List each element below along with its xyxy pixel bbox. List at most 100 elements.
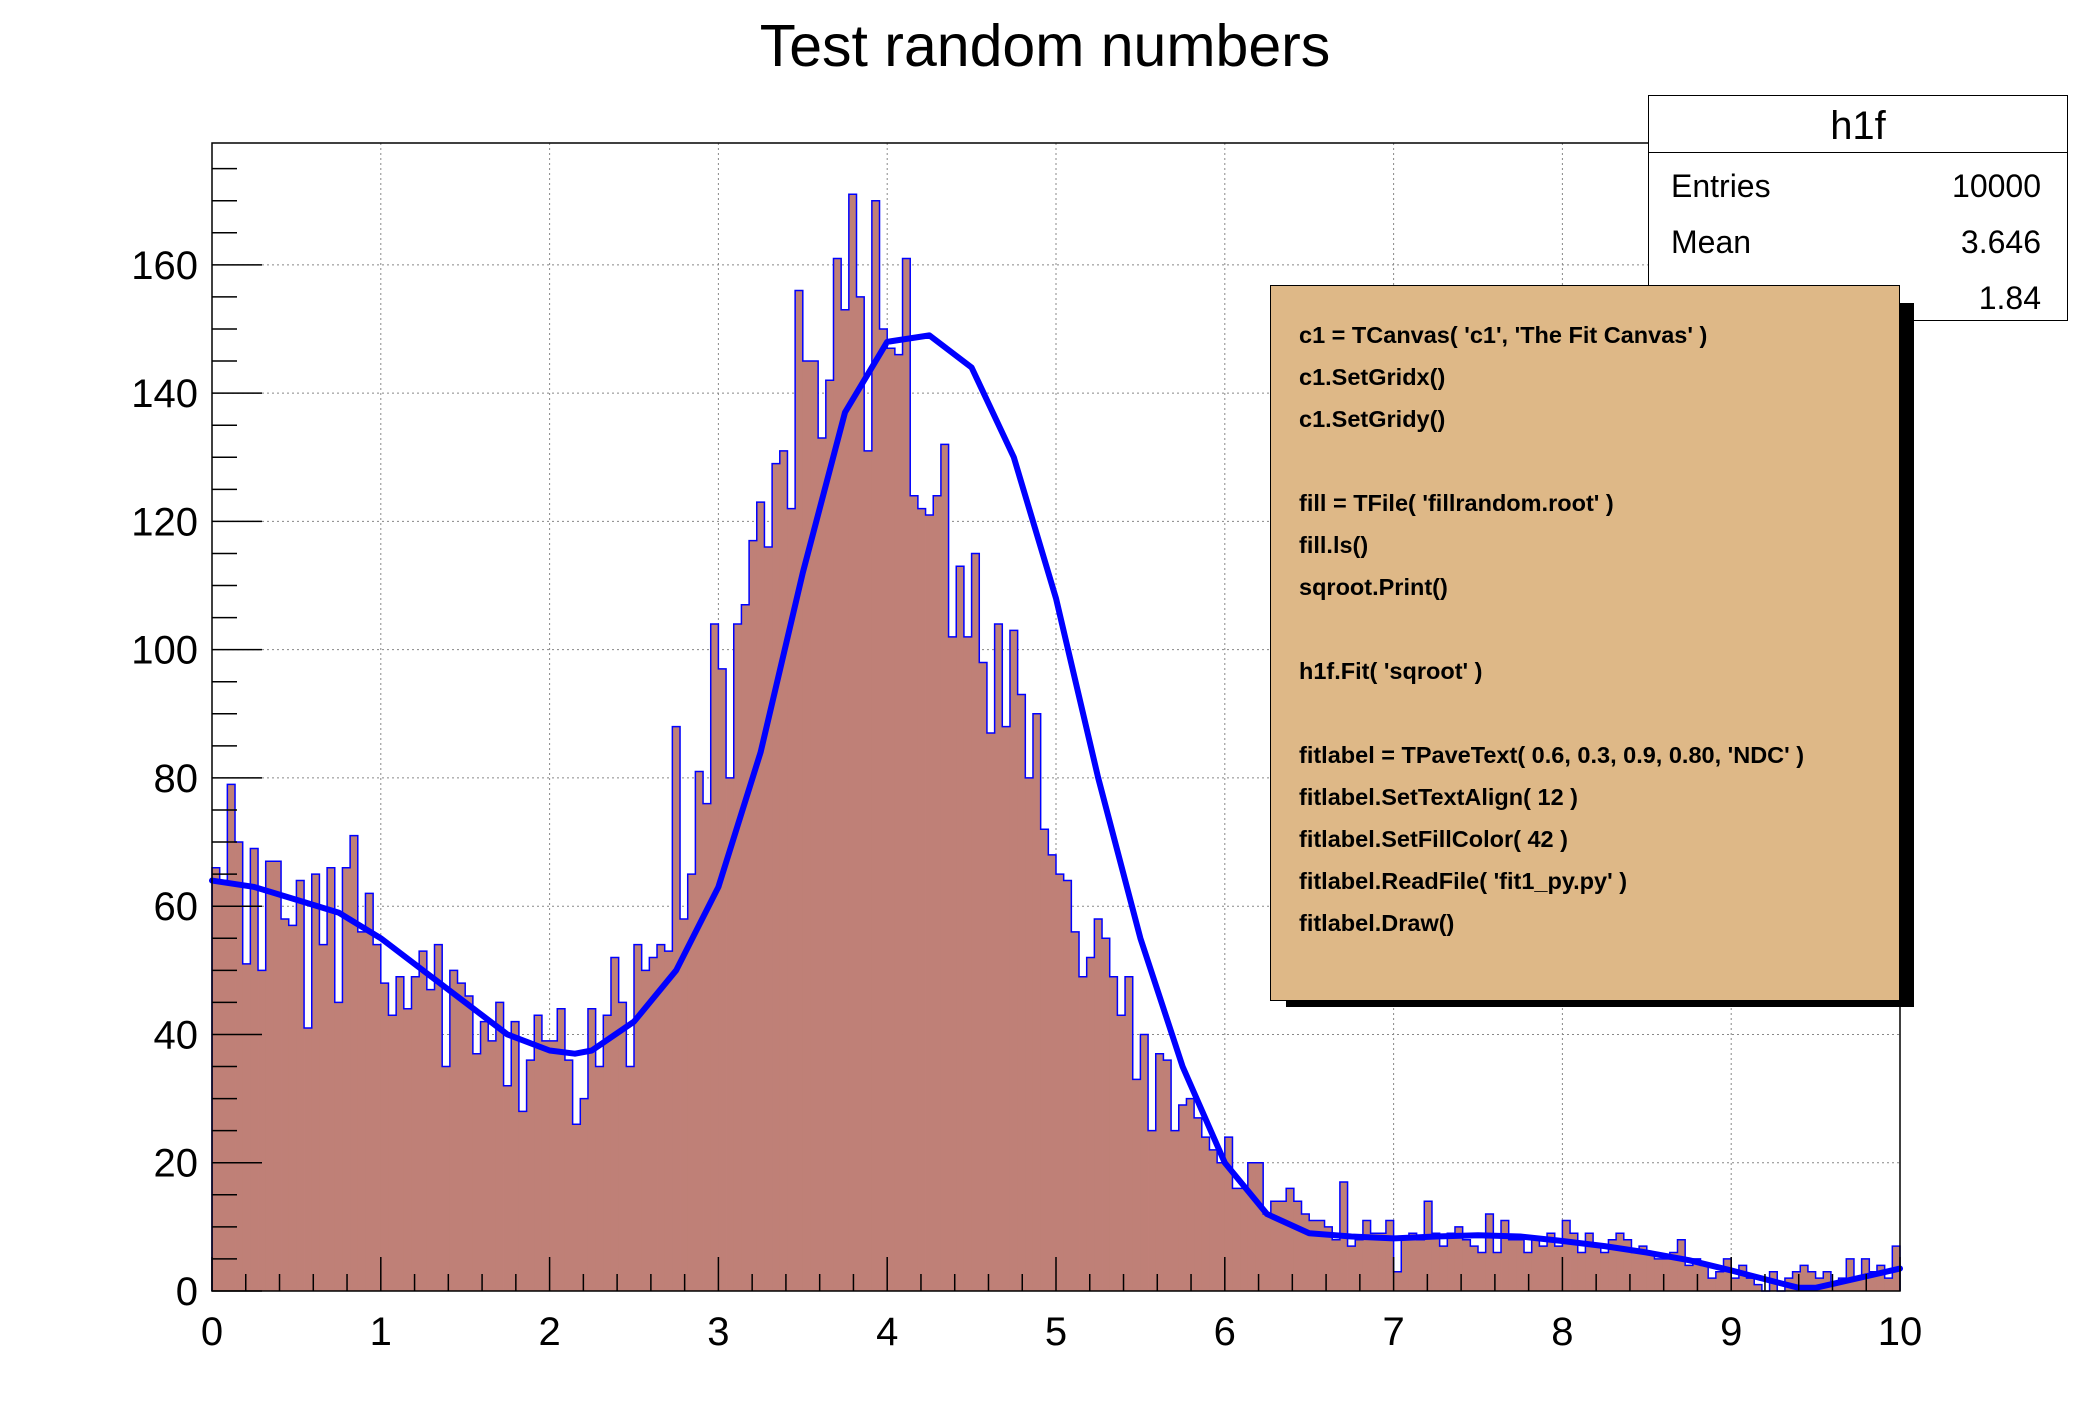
histogram-bar xyxy=(1316,1220,1325,1291)
histogram-bar xyxy=(664,951,673,1291)
y-tick-label: 40 xyxy=(154,1013,199,1057)
histogram-bar xyxy=(695,771,704,1291)
chart-title: Test random numbers xyxy=(760,13,1331,79)
histogram-bar xyxy=(1178,1105,1187,1291)
histogram-bar xyxy=(1493,1252,1502,1291)
histogram-bar xyxy=(1132,1079,1141,1291)
histogram-bar xyxy=(741,604,750,1291)
histogram-bar xyxy=(1309,1220,1318,1291)
histogram-bar xyxy=(587,1008,597,1291)
histogram-bar xyxy=(1032,713,1042,1291)
y-tick-label: 100 xyxy=(131,629,198,673)
histogram-bar xyxy=(1470,1246,1479,1291)
histogram-bar xyxy=(1071,931,1080,1291)
histogram-bar xyxy=(680,919,689,1291)
histogram-bar xyxy=(526,1060,535,1291)
histogram-bar xyxy=(610,957,620,1291)
histogram-bar xyxy=(311,874,320,1291)
histogram-bar xyxy=(1454,1226,1464,1291)
histogram-bar xyxy=(1846,1258,1855,1291)
histogram-bar xyxy=(1040,829,1049,1291)
histogram-bar xyxy=(1117,1015,1126,1291)
histogram-bar xyxy=(1623,1239,1632,1291)
y-tick-label: 60 xyxy=(154,885,199,929)
histogram-bar xyxy=(1708,1278,1717,1291)
histogram-bar xyxy=(1079,976,1088,1291)
histogram-bar xyxy=(1884,1278,1893,1291)
histogram-bar xyxy=(1209,1149,1218,1291)
histogram-bar xyxy=(1278,1201,1287,1291)
histogram-bar xyxy=(787,508,796,1292)
x-tick-label: 3 xyxy=(707,1310,729,1354)
histogram-bar xyxy=(894,354,903,1291)
histogram-bar xyxy=(1516,1239,1525,1291)
histogram-bar xyxy=(848,194,857,1292)
histogram-bar xyxy=(1539,1246,1548,1291)
y-tick-label: 20 xyxy=(154,1142,199,1186)
y-tick-label: 160 xyxy=(131,244,198,288)
x-tick-label: 9 xyxy=(1720,1310,1742,1354)
histogram-bar xyxy=(1393,1271,1402,1291)
histogram-bar xyxy=(258,970,267,1291)
histogram-bar xyxy=(541,1040,550,1291)
histogram-bar xyxy=(1347,1246,1356,1291)
histogram-bar xyxy=(1600,1252,1609,1291)
histogram-bar xyxy=(1048,854,1057,1291)
fit-label-line: fitlabel.SetTextAlign( 12 ) xyxy=(1299,784,1578,810)
histogram-bar xyxy=(1332,1239,1341,1291)
histogram-bar xyxy=(1562,1220,1571,1291)
histogram-bar xyxy=(963,636,972,1291)
histogram-bar xyxy=(749,540,758,1291)
y-tick-label: 80 xyxy=(154,757,199,801)
histogram-bar xyxy=(864,450,873,1291)
histogram-bar xyxy=(480,1021,489,1291)
histogram-bar xyxy=(1232,1188,1241,1291)
histogram-bar xyxy=(296,880,305,1291)
histogram-bar xyxy=(1408,1233,1418,1291)
fit-label-line: fitlabel = TPaveText( 0.6, 0.3, 0.9, 0.8… xyxy=(1299,742,1805,768)
x-tick-label: 7 xyxy=(1382,1310,1404,1354)
histogram-bar xyxy=(1009,630,1019,1291)
histogram-bar xyxy=(1715,1271,1724,1291)
histogram-bar xyxy=(1754,1284,1763,1291)
histogram-bar xyxy=(595,1066,604,1291)
stats-value: 3.646 xyxy=(1960,224,2041,260)
fit-label-line: c1.SetGridx() xyxy=(1299,364,1446,390)
histogram-bar xyxy=(910,495,919,1291)
histogram-bar xyxy=(994,624,1003,1291)
x-tick-label: 1 xyxy=(370,1310,392,1354)
histogram-bar xyxy=(879,328,888,1291)
stats-value: 1.84 xyxy=(1978,280,2041,316)
histogram-bar xyxy=(1746,1278,1755,1291)
histogram-bar xyxy=(511,1021,520,1291)
histogram-bar xyxy=(419,951,428,1291)
histogram-bar xyxy=(641,970,650,1291)
histogram-bar xyxy=(1685,1265,1694,1291)
histogram-bar xyxy=(1194,1117,1203,1291)
histogram-bar xyxy=(887,348,896,1291)
histogram-bar xyxy=(1140,1034,1149,1291)
histogram-bar xyxy=(1531,1239,1540,1291)
histogram-bar xyxy=(618,1002,627,1291)
histogram-bar xyxy=(1247,1162,1256,1291)
histogram-bar xyxy=(634,944,643,1291)
histogram-bar xyxy=(733,624,742,1291)
histogram-bar xyxy=(572,1124,581,1291)
histogram-bar xyxy=(779,450,788,1291)
stats-value: 10000 xyxy=(1952,168,2041,204)
histogram-bar xyxy=(1217,1162,1226,1291)
histogram-bar xyxy=(549,1040,558,1291)
histogram-bar xyxy=(626,1066,635,1291)
histogram-bar xyxy=(802,361,811,1291)
histogram-bar xyxy=(1439,1246,1448,1291)
histogram-bar xyxy=(1800,1265,1809,1291)
histogram-bar xyxy=(365,893,374,1291)
histogram-bar xyxy=(956,566,965,1291)
histogram-bar xyxy=(1378,1233,1387,1291)
histogram-bar xyxy=(1646,1252,1655,1291)
stats-row-entries: Entries 10000 xyxy=(1671,158,2041,214)
stats-label: Mean xyxy=(1671,224,1752,260)
histogram-bar xyxy=(457,983,466,1291)
histogram-bar xyxy=(1869,1271,1878,1291)
histogram-bar xyxy=(657,944,666,1291)
